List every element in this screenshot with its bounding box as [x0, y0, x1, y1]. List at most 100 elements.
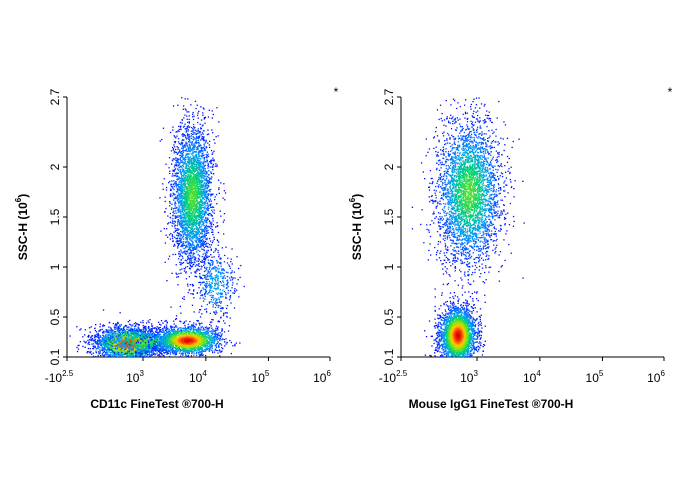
- event-dot: [85, 342, 86, 343]
- event-dot: [122, 341, 123, 342]
- event-dot: [135, 355, 136, 356]
- event-dot: [103, 344, 104, 345]
- event-dot: [107, 352, 108, 353]
- event-dot: [128, 321, 129, 322]
- event-dot: [90, 348, 91, 349]
- event-dot: [137, 336, 138, 337]
- event-dot: [120, 346, 121, 347]
- event-dot: [122, 352, 123, 353]
- event-dot: [104, 351, 105, 352]
- event-dot: [125, 325, 126, 326]
- event-dot: [105, 335, 106, 336]
- event-dot: [134, 328, 135, 329]
- event-dot: [142, 320, 143, 321]
- event-dot: [108, 348, 109, 349]
- event-dot: [112, 340, 113, 341]
- event-dot: [97, 340, 98, 341]
- event-dot: [166, 320, 167, 321]
- event-dot: [164, 321, 165, 322]
- event-dot: [142, 342, 143, 343]
- event-dot: [133, 341, 134, 342]
- event-dot: [217, 352, 218, 353]
- event-dot: [115, 324, 116, 325]
- event-dot: [163, 340, 164, 341]
- event-dot: [216, 350, 217, 351]
- event-dot: [135, 326, 136, 327]
- event-dot: [198, 333, 199, 334]
- panel-1: 0.10.511.522.7-102.5 103 104 105 106SSC-H (1…: [14, 85, 339, 411]
- event-dot: [118, 332, 119, 333]
- event-dot: [131, 331, 132, 332]
- event-dot: [137, 339, 138, 340]
- event-dot: [107, 335, 108, 336]
- event-dot: [102, 325, 103, 326]
- event-dot: [102, 350, 103, 351]
- event-dot: [150, 346, 151, 347]
- event-dot: [211, 333, 212, 334]
- event-dot: [90, 352, 91, 353]
- event-dot: [138, 349, 139, 350]
- event-dot: [111, 334, 112, 335]
- event-dot: [133, 343, 134, 344]
- event-dot: [117, 348, 118, 349]
- event-dot: [134, 338, 135, 339]
- event-dot: [99, 349, 100, 350]
- event-dot: [196, 355, 197, 356]
- event-dot: [136, 339, 137, 340]
- event-dot: [89, 327, 90, 328]
- event-dot: [89, 344, 90, 345]
- event-dot: [102, 337, 103, 338]
- event-dot: [111, 329, 112, 330]
- event-dot: [111, 349, 112, 350]
- event-dot: [103, 332, 104, 333]
- event-dot: [139, 329, 140, 330]
- event-dot: [195, 344, 196, 345]
- event-dot: [187, 331, 188, 332]
- event-dot: [234, 344, 235, 345]
- event-dot: [149, 337, 150, 338]
- event-dot: [95, 351, 96, 352]
- event-dot: [118, 330, 119, 331]
- event-dot: [150, 335, 151, 336]
- event-dot: [116, 353, 117, 354]
- event-dot: [104, 345, 105, 346]
- event-dot: [209, 351, 210, 352]
- event-dot: [88, 342, 89, 343]
- event-dot: [138, 324, 139, 325]
- event-dot: [93, 343, 94, 344]
- event-dot: [87, 351, 88, 352]
- event-dot: [154, 341, 155, 342]
- event-dot: [228, 331, 229, 332]
- event-dot: [143, 331, 144, 332]
- event-dot: [195, 324, 196, 325]
- event-dot: [181, 327, 182, 328]
- event-dot: [137, 345, 138, 346]
- event-dot: [175, 325, 176, 326]
- event-dot: [155, 354, 156, 355]
- event-dot: [160, 324, 161, 325]
- event-dot: [105, 352, 106, 353]
- event-dot: [96, 331, 97, 332]
- event-dot: [152, 348, 153, 349]
- event-dot: [99, 330, 100, 331]
- event-dot: [127, 332, 128, 333]
- event-dot: [84, 334, 85, 335]
- event-dot: [162, 353, 163, 354]
- event-dot: [129, 349, 130, 350]
- event-dot: [202, 326, 203, 327]
- event-dot: [209, 344, 210, 345]
- event-dot: [150, 333, 151, 334]
- event-dot: [148, 342, 149, 343]
- event-dot: [110, 345, 111, 346]
- event-dot: [216, 330, 217, 331]
- event-dot: [76, 326, 77, 327]
- event-dot: [127, 351, 128, 352]
- event-dot: [99, 337, 100, 338]
- event-dot: [159, 356, 160, 357]
- event-dot: [189, 321, 190, 322]
- event-dot: [172, 353, 173, 354]
- event-dot: [167, 322, 168, 323]
- event-dot: [148, 348, 149, 349]
- event-dot: [129, 324, 130, 325]
- event-dot: [131, 333, 132, 334]
